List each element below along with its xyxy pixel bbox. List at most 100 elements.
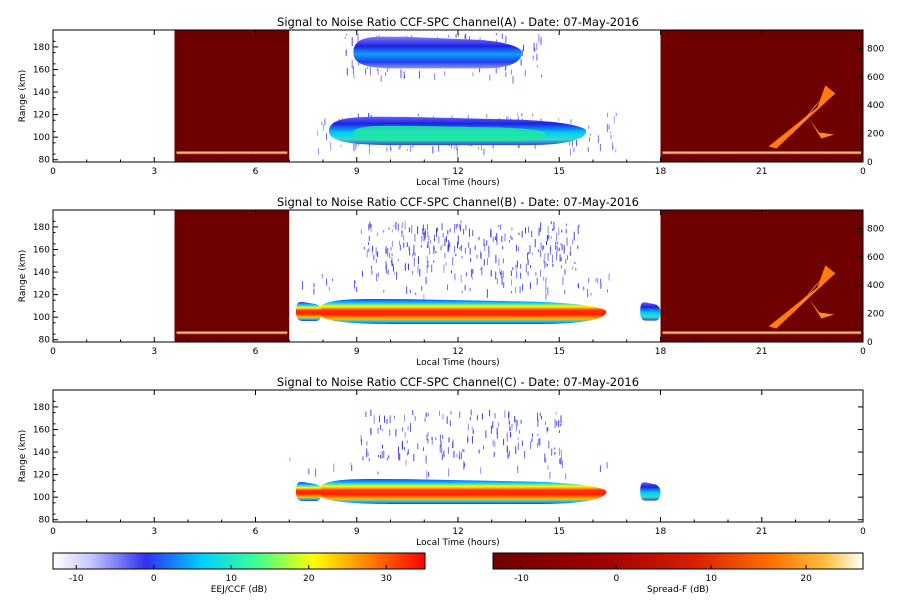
x-tick-label: 0 <box>50 527 56 537</box>
speckle-mark <box>540 269 541 277</box>
speckle-mark <box>537 65 539 68</box>
spread-f-plume <box>768 265 836 329</box>
y-tick-label: 100 <box>33 133 50 143</box>
speckle-mark <box>504 233 506 242</box>
speckle-mark <box>398 446 399 454</box>
speckle-mark <box>368 236 370 242</box>
speckle-mark <box>520 59 522 66</box>
x-tick-label: 3 <box>151 167 157 177</box>
speckle-mark <box>338 118 340 122</box>
speckle-mark <box>495 255 497 264</box>
speckle-mark <box>521 440 523 446</box>
speckle-mark <box>544 260 546 269</box>
speckle-mark <box>577 245 579 249</box>
speckle-mark <box>388 227 390 230</box>
speckle-mark <box>443 454 445 458</box>
x-axis: 0 3 6 9 12 15 18 21 0 <box>50 390 866 537</box>
speckle-mark <box>460 452 462 460</box>
speckle-mark <box>476 415 478 421</box>
speckle-mark <box>599 144 601 152</box>
speckle-mark <box>460 247 462 252</box>
speckle-mark <box>506 432 508 442</box>
speckle-mark <box>530 441 532 450</box>
speckle-mark <box>389 415 391 424</box>
right-tick-label: 600 <box>867 73 884 83</box>
speckle-mark <box>480 250 482 258</box>
panel-title: Signal to Noise Ratio CCF-SPC Channel(A)… <box>277 15 639 29</box>
speckle-mark <box>436 228 437 237</box>
speckle-mark <box>403 242 405 248</box>
speckle-mark <box>490 228 492 238</box>
speckle-mark <box>562 276 564 285</box>
speckle-mark <box>494 236 496 241</box>
speckle-mark <box>438 236 440 244</box>
speckle-mark <box>389 252 391 259</box>
speckle-mark <box>509 240 510 243</box>
speckle-mark <box>489 74 491 81</box>
speckle-mark <box>390 260 392 264</box>
speckle-mark <box>431 264 433 272</box>
x-tick-label: 0 <box>50 167 56 177</box>
panel-title: Signal to Noise Ratio CCF-SPC Channel(B)… <box>277 195 639 209</box>
speckle-mark <box>558 227 560 235</box>
colorbar-tick-label: 0 <box>613 574 619 584</box>
speckle-mark <box>417 113 419 117</box>
speckle-mark <box>439 410 440 416</box>
speckle-mark <box>410 145 412 152</box>
speckle-mark <box>613 115 615 124</box>
speckle-mark <box>413 257 415 260</box>
speckle-mark <box>560 265 562 269</box>
speckle-mark <box>425 412 427 417</box>
speckle-mark <box>439 444 441 453</box>
speckle-mark <box>510 434 512 438</box>
speckle-mark <box>403 234 405 241</box>
speckle-mark <box>516 260 518 268</box>
speckle-mark <box>506 116 508 120</box>
speckle-mark <box>566 255 568 260</box>
speckle-mark <box>587 289 589 298</box>
speckle-mark <box>415 292 417 296</box>
speckle-mark <box>449 228 451 233</box>
speckle-mark <box>404 414 405 422</box>
speckle-mark <box>379 415 380 423</box>
speckle-mark <box>583 286 585 291</box>
speckle-mark <box>447 244 449 253</box>
speckle-mark <box>444 252 446 259</box>
x-tick-label: 21 <box>756 167 767 177</box>
speckle-mark <box>448 240 450 249</box>
speckle-mark <box>607 112 608 118</box>
speckle-mark <box>393 224 395 227</box>
speckle-mark <box>457 235 459 245</box>
speckle-mark <box>549 471 551 479</box>
speckle-mark <box>556 251 558 257</box>
y-tick-label: 160 <box>33 245 50 255</box>
speckle-mark <box>404 220 406 230</box>
main-echo-region <box>318 298 607 324</box>
speckle-mark <box>555 412 557 415</box>
speckle-mark <box>427 241 429 248</box>
colorbar-tick-label: 10 <box>705 574 717 584</box>
speckle-mark <box>457 241 458 249</box>
speckle-mark <box>510 69 512 75</box>
speckle-mark <box>460 275 462 283</box>
speckle-mark <box>366 66 368 70</box>
speckle-mark <box>366 441 368 446</box>
speckle-mark <box>412 270 414 275</box>
right-tick-label: 400 <box>867 281 884 291</box>
speckle-mark <box>497 224 499 227</box>
speckle-mark <box>494 441 496 448</box>
speckle-mark <box>522 49 523 56</box>
speckle-mark <box>532 252 534 256</box>
colorbar-label: EEJ/CCF (dB) <box>211 585 268 595</box>
speckle-mark <box>509 427 511 431</box>
speckle-mark <box>561 244 563 251</box>
speckle-mark <box>611 141 613 151</box>
speckle-mark <box>388 455 390 459</box>
speckle-mark <box>391 229 393 233</box>
speckle-mark <box>446 416 448 424</box>
speckle-mark <box>460 225 462 232</box>
speckle-mark <box>386 147 388 152</box>
speckle-mark <box>363 246 365 250</box>
speckle-mark <box>397 258 399 262</box>
